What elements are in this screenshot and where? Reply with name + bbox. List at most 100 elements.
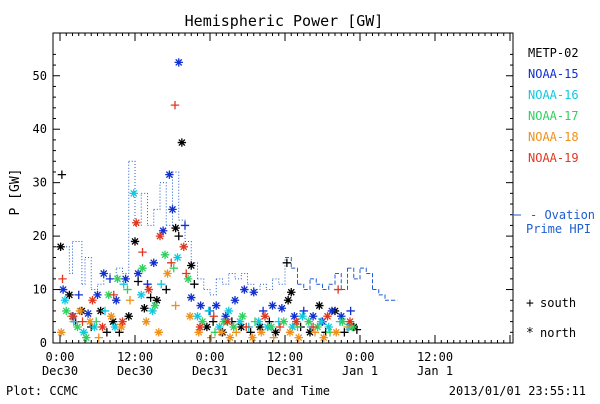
data-point <box>160 250 170 260</box>
data-point <box>112 296 121 305</box>
data-point <box>267 322 276 332</box>
data-point <box>174 231 183 241</box>
data-point <box>58 274 67 284</box>
data-point <box>155 231 165 241</box>
data-point <box>298 312 307 321</box>
data-point <box>75 306 85 316</box>
data-points <box>56 58 362 342</box>
data-point <box>169 263 178 273</box>
data-point <box>229 322 238 332</box>
legend-entry: NOAA-16 <box>528 88 579 102</box>
data-point <box>171 223 180 233</box>
marker-legend-label: south <box>540 296 576 310</box>
data-point <box>163 269 172 278</box>
data-point <box>99 269 108 278</box>
data-point <box>170 100 180 110</box>
data-point <box>237 322 246 332</box>
data-point <box>195 322 205 332</box>
data-point <box>57 170 67 179</box>
data-point <box>198 317 207 326</box>
data-point <box>143 280 152 289</box>
data-point <box>96 306 105 316</box>
data-point <box>62 306 71 316</box>
data-point <box>319 333 328 342</box>
data-point <box>174 58 183 67</box>
data-point <box>157 280 166 289</box>
series-noaa-18 <box>57 269 352 342</box>
y-tick-label: 20 <box>33 229 47 243</box>
data-point <box>260 312 270 321</box>
data-point <box>138 247 147 257</box>
data-point <box>183 274 193 284</box>
data-point <box>118 317 127 326</box>
data-point <box>294 333 303 342</box>
data-point <box>323 312 332 321</box>
data-point <box>57 328 66 337</box>
data-point <box>180 221 190 230</box>
data-point <box>333 285 343 294</box>
data-point <box>78 317 87 326</box>
data-point <box>121 274 130 284</box>
data-point <box>221 312 230 321</box>
data-point <box>225 333 235 342</box>
data-point <box>327 306 337 316</box>
data-point <box>187 293 196 302</box>
marker-legend-symbol: + <box>526 296 534 311</box>
data-point <box>132 218 141 227</box>
data-point <box>290 312 299 321</box>
x-tick-label-time: 0:00 <box>46 350 75 364</box>
legend-entry: NOAA-17 <box>528 109 579 123</box>
x-tick-label-date: Jan 1 <box>417 364 453 378</box>
data-point <box>249 288 258 297</box>
y-tick-label: 0 <box>40 336 47 350</box>
data-point <box>129 189 138 198</box>
data-point <box>324 322 333 332</box>
data-point <box>154 328 163 337</box>
y-tick-label: 50 <box>33 69 47 83</box>
data-point <box>285 328 295 337</box>
data-point <box>171 301 180 310</box>
plot-credit: Plot: CCMC <box>6 384 78 398</box>
data-point <box>173 253 182 262</box>
data-point <box>185 312 195 321</box>
data-point <box>107 312 116 321</box>
data-point <box>232 328 241 337</box>
data-point <box>215 322 224 332</box>
x-tick-label-date: Dec31 <box>267 364 303 378</box>
y-tick-label: 10 <box>33 283 47 297</box>
data-point <box>277 304 287 313</box>
data-point <box>348 322 357 332</box>
data-point <box>108 317 118 326</box>
data-point <box>90 322 99 332</box>
data-point <box>194 328 203 337</box>
data-point <box>299 306 308 316</box>
x-tick-label-date: Jan 1 <box>342 364 378 378</box>
data-point <box>133 269 143 278</box>
data-point <box>317 317 326 326</box>
data-point <box>217 328 226 337</box>
legend-entry: METP-02 <box>528 46 579 60</box>
data-point <box>315 301 324 310</box>
axes: 010203040500:00Dec3012:00Dec300:00Dec311… <box>33 33 513 378</box>
data-point <box>168 205 177 214</box>
data-point <box>257 328 266 337</box>
data-point <box>313 322 322 332</box>
data-point <box>102 328 112 337</box>
data-point <box>230 296 240 305</box>
data-point <box>58 285 68 294</box>
data-point <box>60 296 70 305</box>
data-point <box>305 328 315 337</box>
data-point <box>93 290 102 300</box>
data-point <box>308 322 318 332</box>
data-point <box>304 317 313 326</box>
data-point <box>146 293 155 302</box>
data-point <box>345 317 355 326</box>
plot-frame <box>52 32 514 344</box>
data-point <box>104 290 113 300</box>
data-point <box>73 322 82 332</box>
data-point <box>271 328 280 337</box>
y-tick-label: 40 <box>33 122 47 136</box>
data-point <box>133 277 143 286</box>
data-point <box>279 317 288 326</box>
